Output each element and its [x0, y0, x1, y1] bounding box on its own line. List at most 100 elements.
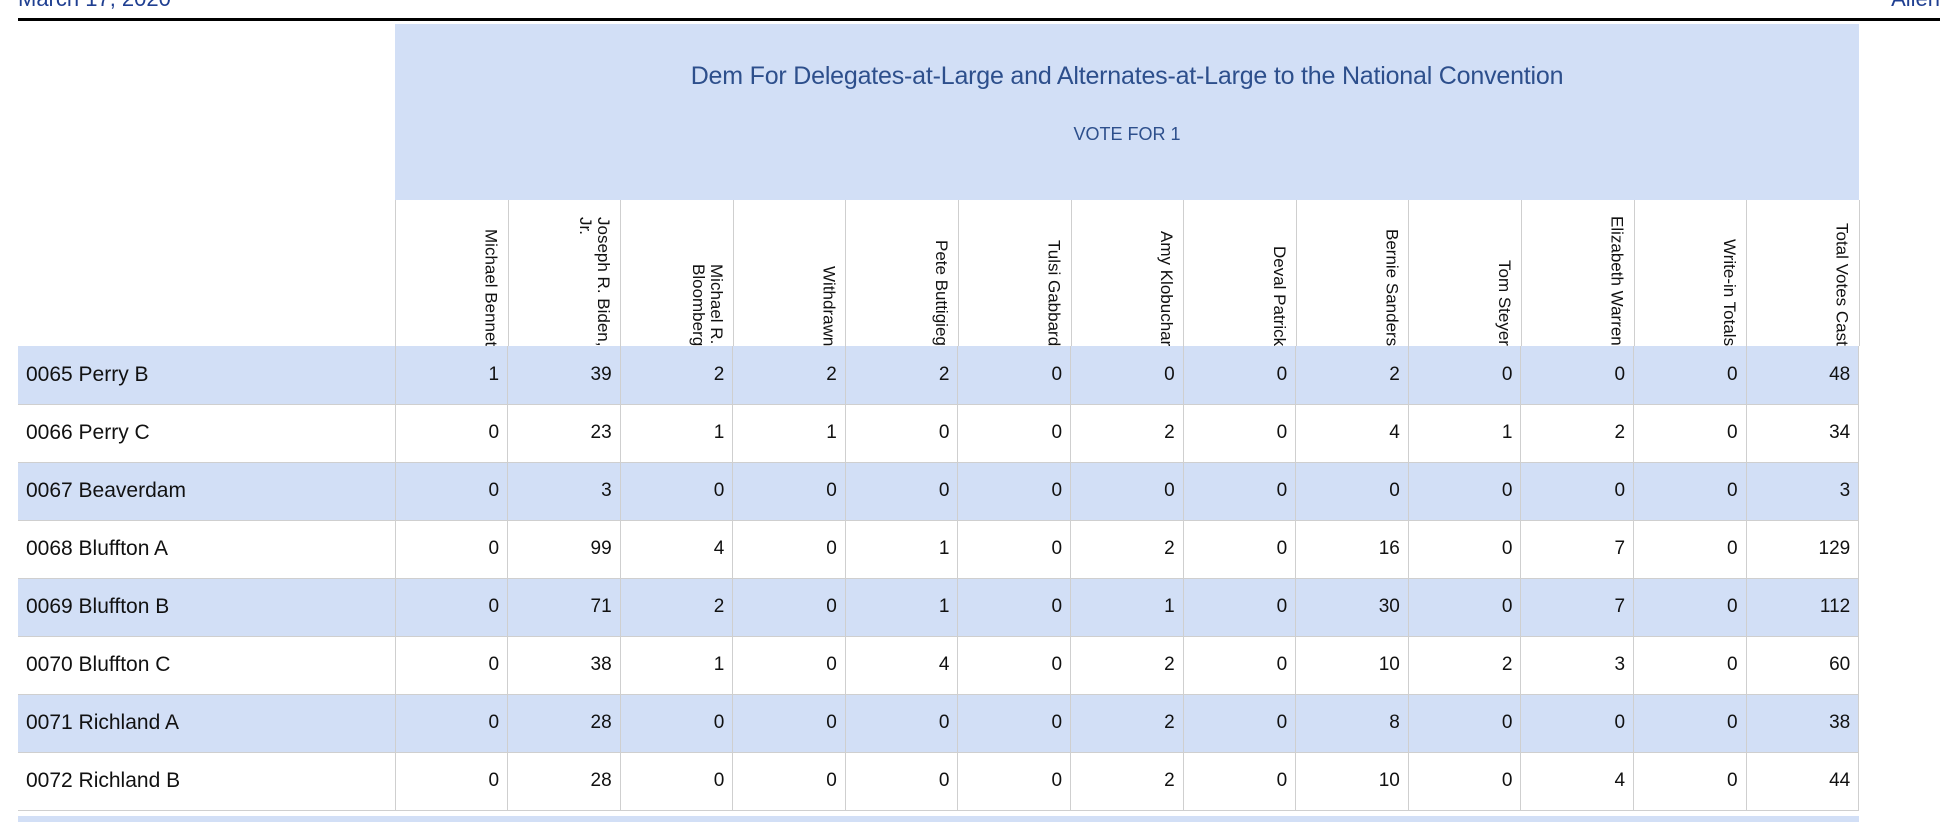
vote-count-cell: 0: [957, 752, 1072, 811]
vote-count-cell: 1: [732, 404, 846, 463]
vote-count-cell: 0: [957, 694, 1072, 753]
vote-count-cell: 0: [732, 694, 846, 753]
contest-header: Dem For Delegates-at-Large and Alternate…: [395, 24, 1859, 200]
vote-count-cell: 0: [732, 520, 846, 579]
vote-count-cell: 38: [1746, 694, 1860, 753]
vote-count-cell: 2: [1520, 404, 1635, 463]
precinct-name: 0068 Bluffton A: [18, 520, 396, 579]
vote-count-cell: 2: [1295, 346, 1409, 405]
vote-count-cell: 0: [957, 520, 1072, 579]
vote-count-cell: 0: [1520, 462, 1635, 521]
vote-count-cell: 3: [1520, 636, 1635, 695]
column-header: Tom Steyer: [1409, 200, 1522, 346]
vote-count-cell: 0: [395, 520, 509, 579]
vote-count-cell: 48: [1746, 346, 1860, 405]
column-header: Deval Patrick: [1184, 200, 1297, 346]
table-row: 0067 Beaverdam 0 3 0 0 0 0 0 0 0 0 0 0 3: [18, 462, 1860, 521]
vote-count-cell: 0: [732, 462, 846, 521]
vote-count-cell: 1: [395, 346, 509, 405]
vote-count-cell: 0: [1633, 404, 1747, 463]
vote-count-cell: 129: [1746, 520, 1860, 579]
column-header: Write-in Totals: [1635, 200, 1748, 346]
next-row-partial: [18, 816, 1859, 822]
vote-count-cell: 99: [507, 520, 621, 579]
vote-count-cell: 0: [732, 752, 846, 811]
column-header: Tulsi Gabbard: [959, 200, 1072, 346]
vote-count-cell: 30: [1295, 578, 1409, 637]
column-header-label: Michael Bennet: [481, 228, 501, 346]
vote-count-cell: 0: [957, 346, 1072, 405]
vote-count-cell: 8: [1295, 694, 1409, 753]
vote-count-cell: 0: [1408, 346, 1522, 405]
vote-count-cell: 0: [845, 404, 959, 463]
column-header-label: Joseph R. Biden, Jr.: [576, 216, 614, 346]
vote-count-cell: 0: [620, 694, 734, 753]
vote-count-cell: 0: [845, 752, 959, 811]
table-row: 0068 Bluffton A 0 99 4 0 1 0 2 0 16 0 7 0 129: [18, 520, 1860, 579]
vote-count-cell: 0: [1633, 578, 1747, 637]
vote-count-cell: 1: [1070, 578, 1184, 637]
column-header-label: Elizabeth Warren: [1607, 216, 1627, 346]
vote-count-cell: 0: [1183, 578, 1297, 637]
vote-count-cell: 0: [1070, 346, 1184, 405]
table-row: 0065 Perry B 1 39 2 2 2 0 0 0 2 0 0 0 48: [18, 346, 1860, 405]
precinct-name: 0071 Richland A: [18, 694, 396, 753]
vote-count-cell: 0: [395, 578, 509, 637]
column-header-label: Tom Steyer: [1494, 260, 1514, 346]
column-header-label: Write-in Totals: [1720, 238, 1740, 346]
vote-count-cell: 0: [1633, 752, 1747, 811]
vote-count-cell: 0: [1633, 694, 1747, 753]
vote-count-cell: 0: [957, 578, 1072, 637]
vote-count-cell: 0: [1408, 520, 1522, 579]
vote-count-cell: 0: [845, 694, 959, 753]
precinct-name: 0070 Bluffton C: [18, 636, 396, 695]
table-row: 0070 Bluffton C 0 38 1 0 4 0 2 0 10 2 3 0 60: [18, 636, 1860, 695]
vote-count-cell: 2: [620, 578, 734, 637]
vote-count-cell: 1: [845, 520, 959, 579]
vote-count-cell: 0: [1633, 520, 1747, 579]
vote-count-cell: 2: [1070, 404, 1184, 463]
report-date: March 17, 2020: [18, 0, 171, 12]
vote-count-cell: 2: [732, 346, 846, 405]
vote-count-cell: 0: [1295, 462, 1409, 521]
vote-count-cell: 0: [1183, 462, 1297, 521]
vote-count-cell: 7: [1520, 578, 1635, 637]
vote-count-cell: 2: [1408, 636, 1522, 695]
vote-count-cell: 2: [1070, 752, 1184, 811]
vote-count-cell: 1: [620, 404, 734, 463]
column-header-label: Total Votes Cast: [1832, 223, 1852, 346]
vote-count-cell: 28: [507, 694, 621, 753]
vote-count-cell: 7: [1520, 520, 1635, 579]
vote-count-cell: 0: [1633, 462, 1747, 521]
vote-count-cell: 1: [620, 636, 734, 695]
vote-count-cell: 0: [1520, 346, 1635, 405]
vote-count-cell: 0: [1633, 636, 1747, 695]
column-header: Pete Buttigieg: [846, 200, 959, 346]
vote-count-cell: 28: [507, 752, 621, 811]
vote-count-cell: 4: [845, 636, 959, 695]
column-header: Total Votes Cast: [1747, 200, 1860, 346]
vote-count-cell: 0: [620, 752, 734, 811]
column-header-label: Withdrawn: [819, 265, 839, 346]
vote-count-cell: 0: [957, 636, 1072, 695]
vote-count-cell: 2: [1070, 636, 1184, 695]
table-row: 0069 Bluffton B 0 71 2 0 1 0 1 0 30 0 7 0 112: [18, 578, 1860, 637]
column-header-label: Deval Patrick: [1269, 245, 1289, 346]
vote-count-cell: 2: [1070, 520, 1184, 579]
vote-count-cell: 38: [507, 636, 621, 695]
vote-count-cell: 0: [395, 752, 509, 811]
vote-count-cell: 0: [1520, 694, 1635, 753]
vote-count-cell: 2: [845, 346, 959, 405]
vote-count-cell: 0: [1183, 404, 1297, 463]
candidate-column-headers: Michael Bennet Joseph R. Biden, Jr. Michae…: [395, 200, 1860, 346]
vote-count-cell: 0: [1183, 694, 1297, 753]
column-header: Withdrawn: [734, 200, 847, 346]
vote-count-cell: 3: [1746, 462, 1860, 521]
vote-count-cell: 2: [1070, 694, 1184, 753]
precinct-name: 0066 Perry C: [18, 404, 396, 463]
vote-count-cell: 16: [1295, 520, 1409, 579]
vote-count-cell: 0: [1183, 752, 1297, 811]
table-row: 0071 Richland A 0 28 0 0 0 0 2 0 8 0 0 0 38: [18, 694, 1860, 753]
vote-count-cell: 0: [395, 404, 509, 463]
